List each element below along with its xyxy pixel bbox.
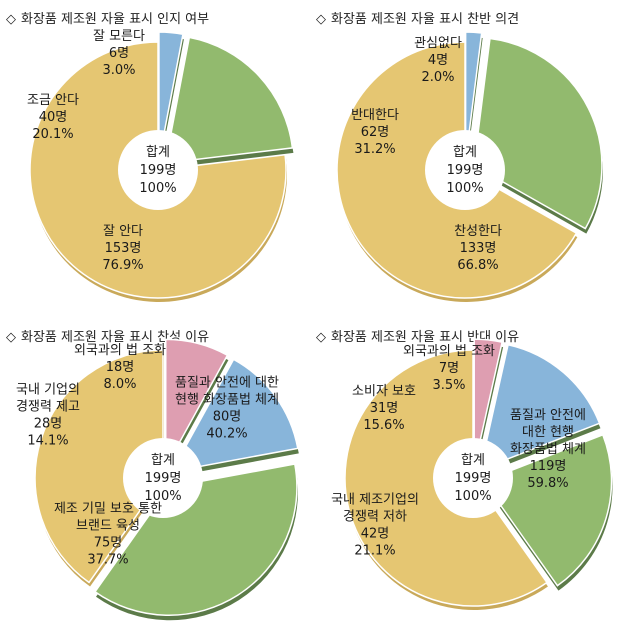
slice-data-label: 3.0% [102, 63, 135, 78]
slice-data-label: 62명 [361, 125, 390, 140]
center-total-label: 100% [144, 489, 181, 504]
slice-data-label: 잘 모른다 [93, 29, 145, 44]
pie-panel-awareness: ◇ 화장품 제조원 자율 표시 인지 여부 합계 199명 100% 잘 안다 153명 7… [0, 0, 309, 316]
slice-data-label: 조금 안다 [27, 93, 79, 108]
slice-data-label: 59.8% [527, 476, 568, 491]
slice-data-label: 40명 [39, 110, 68, 125]
slice-data-label: 소비자 보호 [352, 384, 416, 399]
slice-data-label: 경쟁력 저하 [343, 510, 407, 525]
center-total-label: 합계 [461, 453, 485, 468]
slice-data-label: 28명 [34, 417, 63, 432]
pie-slice [158, 31, 184, 161]
center-total-label: 100% [446, 181, 483, 196]
chart-title: ◇ 화장품 제조원 자율 표시 찬반 의견 [316, 12, 520, 27]
slice-data-label: 품질과 안전에 대한 [175, 376, 279, 391]
slice-data-label: 4명 [428, 53, 448, 68]
slice-data-label: 브랜드 육성 [76, 519, 140, 534]
slice-data-label: 외국과의 법 조화 [403, 344, 495, 359]
slice-data-label: 2.0% [421, 70, 454, 85]
pie-center-hole [123, 438, 203, 518]
slice-data-label: 42명 [361, 527, 390, 542]
center-total-label: 199명 [140, 163, 177, 178]
slice-data-label: 국내 제조기업의 [331, 493, 419, 508]
diamond-bullet-icon: ◇ [316, 12, 326, 27]
pie-panel-oppose-reasons: ◇ 화장품 제조원 자율 표시 반대 이유 합계 199명 100% 품질과 안전에 대한… [310, 318, 619, 634]
slice-data-label: 31.2% [354, 142, 395, 157]
slice-data-label: 관심없다 [414, 36, 462, 51]
pie-slice [473, 338, 504, 468]
slice-data-label: 대한 현행 [522, 424, 574, 440]
slice-data-label: 외국과의 법 조화 [74, 343, 166, 358]
slice-data-label: 8.0% [103, 377, 136, 392]
pie-slice [464, 31, 483, 161]
pie-slice [164, 338, 229, 468]
pie-center-hole [118, 130, 198, 210]
center-total-label: 199명 [447, 163, 484, 178]
slice-data-label: 현행 화장품법 체계 [175, 392, 279, 408]
center-total-label: 합계 [146, 145, 170, 160]
slice-data-label: 75명 [94, 536, 123, 551]
chart-title: ◇ 화장품 제조원 자율 표시 반대 이유 [316, 330, 520, 345]
slice-data-label: 7명 [439, 361, 459, 376]
diamond-bullet-icon: ◇ [6, 12, 16, 27]
slice-data-label: 66.8% [457, 258, 498, 273]
slice-data-label: 6명 [109, 46, 129, 61]
pie-panel-agree-reasons: ◇ 화장품 제조원 자율 표시 찬성 이유 합계 199명 100% 품질과 안전에 대… [0, 318, 309, 634]
pie-chart: 합계 199명 100% 찬성한다 133명 66.8% 반대한다 62명 31.2% 관심없다 4… [336, 31, 603, 303]
slice-data-label: 반대한다 [351, 108, 399, 123]
slice-data-label: 3.5% [432, 378, 465, 393]
slice-data-label: 37.7% [87, 553, 128, 568]
pie-chart: 합계 199명 100% 잘 안다 153명 76.9% 조금 안다 40명 20.1% 잘 모른… [27, 29, 294, 302]
slice-data-label: 15.6% [363, 418, 404, 433]
slice-data-label: 품질과 안전에 [510, 408, 586, 423]
pie-center-hole [425, 130, 505, 210]
slice-data-label: 21.1% [354, 544, 395, 559]
center-total-label: 199명 [455, 471, 492, 486]
slice-data-label: 국내 기업의 [16, 383, 80, 398]
slice-data-label: 31명 [370, 401, 399, 416]
slice-data-label: 18명 [106, 360, 135, 375]
slice-data-label: 80명 [213, 410, 242, 425]
center-total-label: 합계 [453, 145, 477, 160]
slice-data-label: 133명 [460, 241, 497, 256]
slice-data-label: 14.1% [27, 434, 68, 449]
pie-slice [479, 343, 601, 471]
slice-data-label: 40.2% [206, 427, 247, 442]
slice-data-label: 20.1% [32, 127, 73, 142]
center-total-label: 100% [454, 489, 491, 504]
diamond-bullet-icon: ◇ [6, 330, 16, 345]
chart-title: ◇ 화장품 제조원 자율 표시 인지 여부 [6, 12, 210, 27]
center-total-label: 199명 [145, 471, 182, 486]
slice-data-label: 찬성한다 [454, 224, 502, 239]
diamond-bullet-icon: ◇ [316, 330, 326, 345]
center-total-label: 100% [139, 181, 176, 196]
chart-title: ◇ 화장품 제조원 자율 표시 찬성 이유 [6, 330, 210, 345]
pie-slice [473, 37, 603, 230]
slice-data-label: 153명 [105, 241, 142, 256]
pie-slice [482, 433, 613, 587]
slice-data-label: 화장품법 체계 [510, 442, 586, 457]
pie-slice [164, 36, 294, 165]
slice-data-label: 경쟁력 제고 [16, 400, 80, 415]
pie-slice [34, 349, 164, 584]
slice-data-label: 제조 기밀 보호 통한 [54, 502, 162, 517]
slice-data-label: 119명 [530, 459, 567, 474]
center-total-label: 합계 [151, 453, 175, 468]
pie-slice [93, 463, 298, 616]
slice-data-label: 76.9% [102, 258, 143, 273]
pie-center-hole [433, 438, 513, 518]
pie-panel-opinion: ◇ 화장품 제조원 자율 표시 찬반 의견 합계 199명 100% 찬성한다 133명 6… [310, 0, 619, 316]
pie-slice [170, 358, 299, 473]
slice-data-label: 잘 안다 [103, 224, 143, 239]
